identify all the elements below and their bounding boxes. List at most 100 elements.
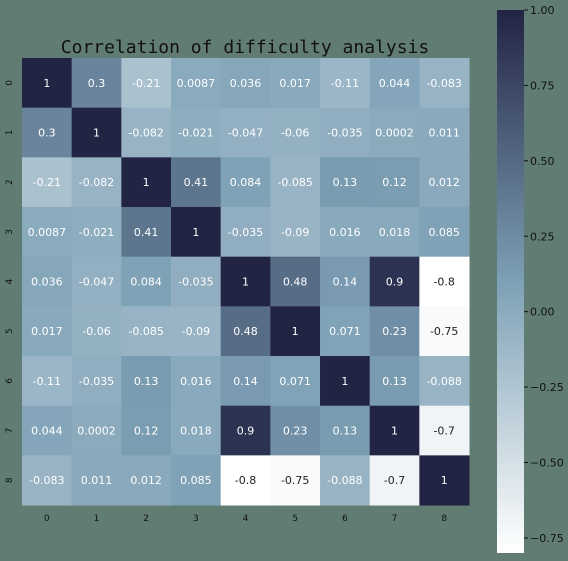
cell-value-label: 0.036 [230,77,262,90]
cell-value-label: -0.021 [79,226,114,239]
cell-value-label: -0.8 [235,474,256,487]
heatmap-cell [220,107,271,158]
heatmap-cell [22,58,73,109]
cell-value-label: 0.3 [38,127,56,140]
heatmap-cell [270,157,321,208]
heatmap-cell [220,306,271,357]
cell-value-label: -0.047 [79,276,114,289]
cell-value-label: 0.071 [279,375,311,388]
cell-value-label: 0.084 [130,276,162,289]
cell-value-label: 0.0087 [28,226,67,239]
cell-value-label: -0.082 [79,176,114,189]
heatmap-cell [171,107,222,158]
y-axis-ticks: 0 1 2 3 4 5 6 7 8 [5,80,15,483]
heatmap-cell [419,405,470,456]
cell-value-label: -0.11 [33,375,61,388]
cell-value-label: -0.75 [430,325,458,338]
cell-value-label: 1 [43,77,50,90]
heatmap-cell [171,207,222,258]
cell-value-label: -0.035 [228,226,263,239]
heatmap-cell [419,157,470,208]
heatmap-cell [369,356,420,407]
heatmap-cell [369,107,420,158]
cell-value-label: 0.084 [230,176,262,189]
colorbar-tick-label: −0.50 [530,457,564,470]
cell-value-label: 0.48 [283,276,308,289]
heatmap-cell [369,455,420,506]
cell-value-label: -0.06 [281,127,309,140]
heatmap-cell [121,356,172,407]
heatmap-cell [171,405,222,456]
heatmap-cell [419,306,470,357]
colorbar-tick-label: 0.25 [530,230,555,243]
heatmap-cell [121,207,172,258]
x-tick-label: 4 [243,514,249,524]
cell-value-label: 1 [292,325,299,338]
cell-value-label: 0.48 [233,325,258,338]
cell-value-label: -0.7 [433,425,454,438]
cell-value-label: -0.09 [182,325,210,338]
x-tick-label: 1 [94,514,100,524]
heatmap-cell [220,455,271,506]
heatmap-cell [419,207,470,258]
heatmap-cell [270,107,321,158]
heatmap-cell [121,306,172,357]
heatmap-cell [171,157,222,208]
cell-value-label: 0.9 [386,276,404,289]
heatmap-cell [22,207,73,258]
cell-value-label: 0.41 [134,226,159,239]
cell-value-label: 1 [192,226,199,239]
heatmap-cell [121,107,172,158]
cell-value-label: -0.082 [128,127,163,140]
y-tick-label: 7 [5,428,15,434]
colorbar [497,10,524,553]
cell-value-label: -0.21 [33,176,61,189]
y-tick-label: 4 [5,278,15,284]
cell-value-label: 0.9 [237,425,255,438]
heatmap-cell [320,207,371,258]
heatmap-cell [71,107,122,158]
heatmap-cell [22,306,73,357]
heatmap-cell [320,455,371,506]
heatmap-cell [369,157,420,208]
heatmap-cell [419,356,470,407]
x-tick-label: 5 [292,514,298,524]
heatmap-cell [220,256,271,307]
cell-value-label: 0.13 [333,176,358,189]
cell-value-label: 0.017 [31,325,63,338]
cell-value-label: 0.13 [333,425,358,438]
cell-value-label: 0.044 [31,425,63,438]
cell-value-label: -0.088 [327,474,362,487]
heatmap-cell [220,405,271,456]
cell-value-label: 0.018 [180,425,212,438]
x-tick-label: 8 [441,514,447,524]
y-tick-label: 6 [5,378,15,384]
colorbar-ticks: 1.00 0.75 0.50 0.25 0.00 −0.25 −0.50 −0.75 [524,4,564,545]
y-tick-label: 0 [5,80,15,86]
heatmap-cell [270,58,321,109]
heatmap-cell [320,256,371,307]
heatmap-cell [369,405,420,456]
heatmap-cell [369,58,420,109]
colorbar-tick-label: 0.00 [530,306,555,319]
cell-value-label: 0.011 [81,474,113,487]
heatmap-cell [270,356,321,407]
heatmap-cell [320,107,371,158]
cell-value-label: -0.06 [82,325,110,338]
cell-value-label: 0.036 [31,276,63,289]
cell-value-label: -0.09 [281,226,309,239]
heatmap-cell [121,58,172,109]
heatmap-cell [419,58,470,109]
cell-value-label: 1 [441,474,448,487]
heatmap-cell [22,157,73,208]
x-axis-ticks: 0 1 2 3 4 5 6 7 8 [44,514,447,524]
heatmap-cell [171,306,222,357]
heatmap-cell [320,405,371,456]
cell-value-label: 0.14 [333,276,358,289]
heatmap-cell [71,405,122,456]
x-tick-label: 7 [392,514,398,524]
heatmap-cell [369,207,420,258]
heatmap-cell [220,356,271,407]
cell-value-label: 1 [391,425,398,438]
heatmap-cell [121,256,172,307]
